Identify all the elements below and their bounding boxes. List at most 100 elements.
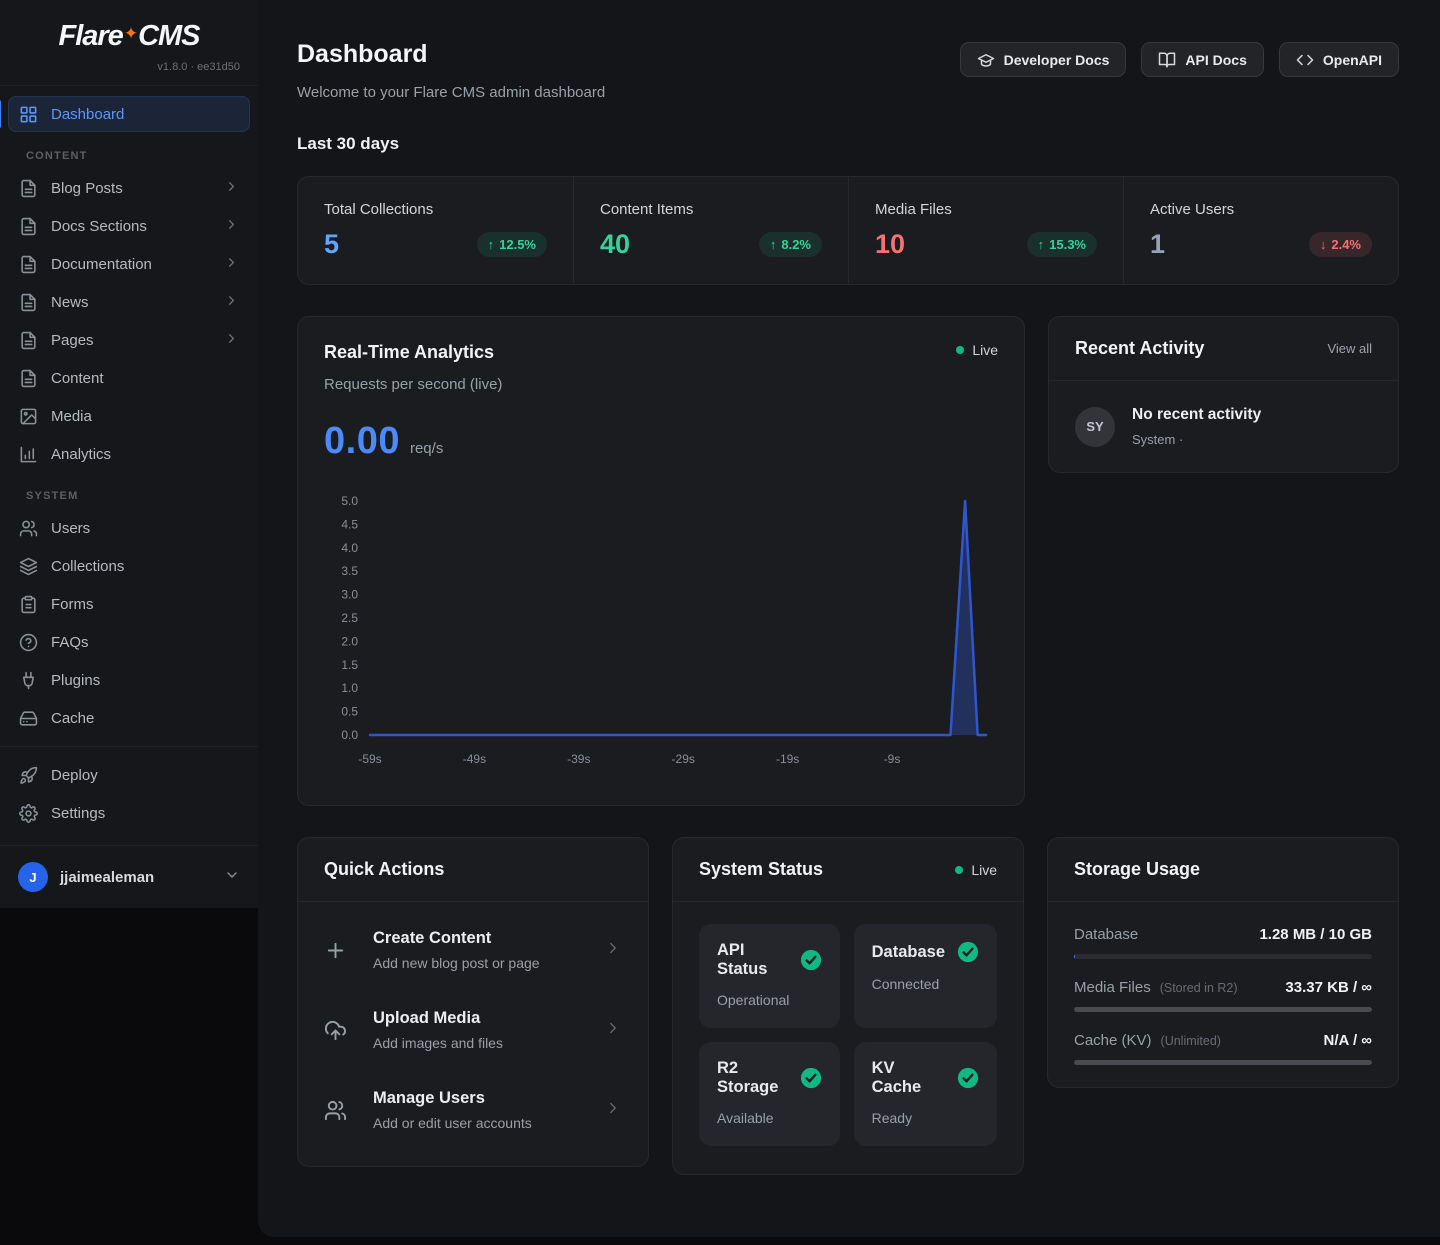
status-tile-database: Database Connected	[853, 924, 997, 1028]
sidebar-item-label: Users	[51, 519, 91, 537]
image-icon	[20, 408, 37, 424]
chevron-right-icon	[604, 1019, 622, 1042]
requests-per-second-value: 0.00	[324, 420, 400, 462]
system-status-card: System Status Live API Status Operationa…	[672, 837, 1024, 1175]
developer-docs-button[interactable]: Developer Docs	[959, 42, 1127, 77]
logo-text-flare: Flare	[58, 20, 123, 52]
user-menu[interactable]: J jjaimealeman	[0, 845, 258, 908]
sidebar-item-content[interactable]: Content	[8, 360, 250, 396]
sidebar-item-label: Plugins	[51, 671, 101, 689]
clipboard-icon	[21, 595, 36, 613]
sidebar-item-documentation[interactable]: Documentation	[8, 246, 250, 282]
storage-usage-title: Storage Usage	[1074, 859, 1201, 879]
check-circle-icon	[957, 1067, 979, 1089]
sidebar-item-users[interactable]: Users	[8, 510, 250, 546]
sidebar-item-settings[interactable]: Settings	[8, 795, 250, 831]
svg-text:2.0: 2.0	[341, 634, 358, 648]
sidebar-item-media[interactable]: Media	[8, 398, 250, 434]
user-name: jjaimealeman	[60, 868, 155, 886]
sidebar-item-cache[interactable]: Cache	[8, 700, 250, 736]
svg-text:-59s: -59s	[358, 752, 381, 766]
storage-name: Media Files	[1074, 979, 1151, 996]
sidebar-item-label: Analytics	[51, 445, 112, 463]
action-subtitle: Add new blog post or page	[373, 955, 540, 971]
users-icon	[19, 520, 38, 536]
realtime-analytics-card: Real-Time Analytics Requests per second …	[297, 316, 1025, 806]
trend-badge: ↑ 8.2%	[758, 232, 822, 257]
chevron-right-icon	[224, 255, 239, 274]
trend-badge: ↓ 2.4%	[1308, 232, 1372, 257]
storage-value: 1.28 MB / 10 GB	[1259, 926, 1372, 943]
trend-delta: 8.2%	[781, 237, 811, 252]
sidebar-item-label: News	[51, 293, 89, 311]
stat-total-collections: Total Collections 5 ↑ 12.5%	[298, 177, 573, 284]
analytics-title: Real-Time Analytics	[324, 342, 495, 362]
sidebar-item-blog-posts[interactable]: Blog Posts	[8, 170, 250, 206]
sidebar-item-analytics[interactable]: Analytics	[8, 436, 250, 472]
tile-name: KV Cache	[871, 1059, 922, 1096]
svg-text:0.5: 0.5	[341, 705, 358, 719]
sidebar-item-label: Collections	[51, 557, 125, 575]
svg-text:-49s: -49s	[463, 752, 486, 766]
file-text-icon	[21, 179, 36, 197]
sidebar-nav: Dashboard CONTENT Blog Posts Docs Sectio…	[0, 86, 258, 833]
rocket-icon	[20, 766, 38, 784]
openapi-button[interactable]: OpenAPI	[1278, 42, 1399, 77]
svg-text:3.0: 3.0	[341, 588, 358, 602]
sidebar-item-label: Content	[51, 369, 104, 387]
sidebar-item-forms[interactable]: Forms	[8, 586, 250, 622]
storage-row-cache-kv: Cache (KV) (Unlimited) N/A / ∞	[1074, 1032, 1372, 1065]
trend-delta: 15.3%	[1049, 237, 1086, 252]
sidebar-item-dashboard[interactable]: Dashboard	[0, 96, 250, 132]
chevron-down-icon	[224, 867, 240, 888]
svg-text:2.5: 2.5	[341, 611, 358, 625]
sidebar-item-label: Media	[51, 407, 92, 425]
sidebar-item-deploy[interactable]: Deploy	[8, 757, 250, 793]
live-label: Live	[971, 861, 997, 878]
stat-media-files: Media Files 10 ↑ 15.3%	[848, 177, 1123, 284]
analytics-chart-area: 5.0 4.5 4.0 3.5 3.0 2.5 2.0 1.5 1.0 0.5 0.0 -59s -4…	[324, 479, 998, 785]
chevron-right-icon	[224, 217, 239, 236]
hard-drive-icon	[19, 710, 38, 726]
progress-bar	[1074, 1060, 1372, 1065]
sidebar-item-collections[interactable]: Collections	[8, 548, 250, 584]
sidebar-item-news[interactable]: News	[8, 284, 250, 320]
api-docs-button[interactable]: API Docs	[1141, 42, 1264, 77]
chevron-right-icon	[604, 1099, 622, 1122]
sidebar-item-pages[interactable]: Pages	[8, 322, 250, 358]
section-label-content: CONTENT	[26, 150, 88, 162]
code-icon	[1296, 54, 1314, 65]
tile-status: Available	[717, 1110, 774, 1126]
svg-text:-9s: -9s	[884, 752, 901, 766]
sidebar-item-faqs[interactable]: FAQs	[8, 624, 250, 660]
storage-note: (Unlimited)	[1160, 1034, 1221, 1048]
svg-text:-29s: -29s	[672, 752, 695, 766]
sidebar-item-label: Blog Posts	[51, 179, 123, 197]
sidebar-item-label: Docs Sections	[51, 217, 147, 235]
check-circle-icon	[800, 949, 821, 971]
view-all-link[interactable]: View all	[1327, 341, 1372, 356]
sidebar-item-label: Documentation	[51, 255, 152, 273]
svg-text:4.0: 4.0	[341, 541, 358, 555]
sidebar-item-label: Deploy	[51, 766, 98, 784]
trend-delta: 2.4%	[1331, 237, 1361, 252]
quick-action-upload-media[interactable]: Upload Media Add images and files	[324, 990, 622, 1070]
section-label-system: SYSTEM	[26, 490, 79, 502]
quick-action-manage-users[interactable]: Manage Users Add or edit user accounts	[324, 1070, 622, 1150]
action-title: Manage Users	[373, 1089, 485, 1107]
sidebar-item-label: Pages	[51, 331, 94, 349]
svg-text:-39s: -39s	[567, 752, 590, 766]
storage-value: N/A / ∞	[1323, 1032, 1372, 1049]
sidebar-item-plugins[interactable]: Plugins	[8, 662, 250, 698]
quick-action-create-content[interactable]: Create Content Add new blog post or page	[324, 910, 622, 990]
stat-value: 10	[875, 229, 906, 259]
sidebar-item-label: Forms	[51, 595, 94, 613]
chevron-right-icon	[224, 331, 239, 350]
requests-unit: req/s	[409, 440, 444, 457]
page-subtitle: Welcome to your Flare CMS admin dashboar…	[297, 84, 606, 101]
dashboard-grid-icon	[20, 106, 37, 122]
sidebar-item-docs-sections[interactable]: Docs Sections	[8, 208, 250, 244]
live-indicator: Live	[955, 862, 997, 878]
page-header: Dashboard Welcome to your Flare CMS admi…	[297, 40, 1399, 101]
svg-text:5.0: 5.0	[341, 494, 358, 508]
